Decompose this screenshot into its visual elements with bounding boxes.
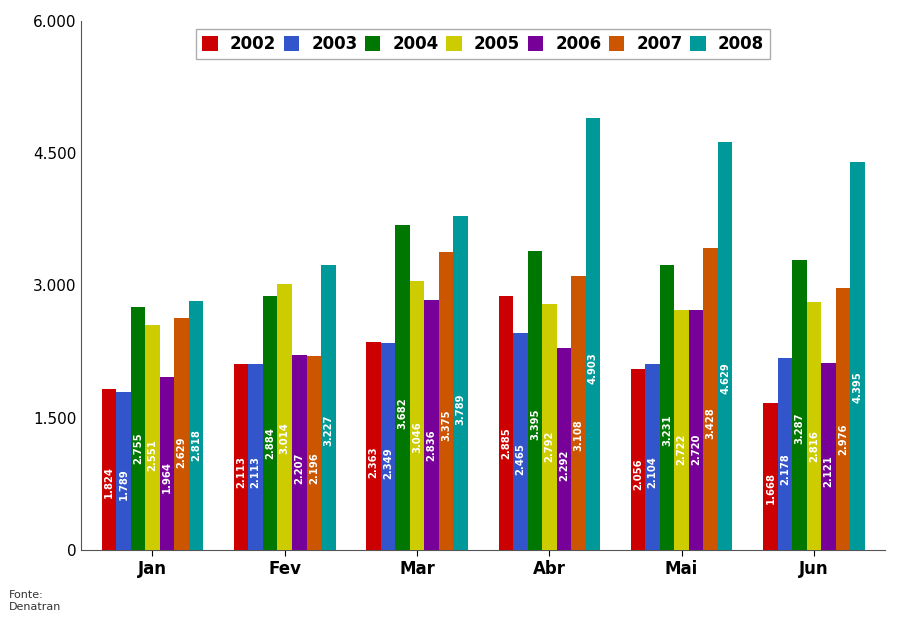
Bar xyxy=(292,355,307,550)
Bar xyxy=(130,307,145,550)
Bar xyxy=(704,248,718,550)
Text: 3.108: 3.108 xyxy=(573,419,583,451)
Bar xyxy=(277,284,292,550)
Bar xyxy=(792,260,806,550)
Text: 2.722: 2.722 xyxy=(677,433,687,465)
Bar xyxy=(366,342,381,550)
Text: 4.395: 4.395 xyxy=(852,371,862,403)
Bar xyxy=(454,216,468,550)
Bar xyxy=(806,302,821,550)
Text: 2.056: 2.056 xyxy=(633,458,643,489)
Text: 2.629: 2.629 xyxy=(176,437,186,468)
Text: 2.755: 2.755 xyxy=(133,432,143,464)
Text: 3.046: 3.046 xyxy=(412,421,422,453)
Bar xyxy=(381,343,395,550)
Bar xyxy=(499,295,513,550)
Bar xyxy=(631,369,645,550)
Text: 2.349: 2.349 xyxy=(383,447,393,479)
Bar xyxy=(645,365,660,550)
Text: 2.792: 2.792 xyxy=(544,431,554,462)
Bar xyxy=(159,377,175,550)
Bar xyxy=(763,403,778,550)
Bar xyxy=(439,252,454,550)
Text: 4.903: 4.903 xyxy=(588,352,598,384)
Text: 2.207: 2.207 xyxy=(294,452,304,484)
Text: 2.976: 2.976 xyxy=(838,424,848,455)
Text: 3.395: 3.395 xyxy=(530,408,540,440)
Bar xyxy=(850,163,865,550)
Bar xyxy=(836,287,850,550)
Text: 2.551: 2.551 xyxy=(148,439,157,472)
Bar xyxy=(145,325,159,550)
Bar xyxy=(410,281,424,550)
Text: 3.227: 3.227 xyxy=(323,415,333,446)
Bar xyxy=(660,265,674,550)
Bar xyxy=(248,363,263,550)
Text: 3.428: 3.428 xyxy=(706,407,716,439)
Bar xyxy=(586,117,600,550)
Bar xyxy=(556,348,572,550)
Text: 2.113: 2.113 xyxy=(251,455,261,488)
Text: 1.789: 1.789 xyxy=(119,468,129,499)
Text: 3.789: 3.789 xyxy=(455,394,465,425)
Text: 2.816: 2.816 xyxy=(809,430,819,462)
Text: 1.668: 1.668 xyxy=(765,472,776,504)
Bar xyxy=(718,142,733,550)
Bar xyxy=(572,276,586,550)
Text: 3.014: 3.014 xyxy=(280,422,290,454)
Text: 2.178: 2.178 xyxy=(780,454,790,485)
Bar xyxy=(307,357,321,550)
Bar xyxy=(321,265,336,550)
Text: 2.121: 2.121 xyxy=(824,455,833,487)
Text: 2.818: 2.818 xyxy=(191,430,201,462)
Bar xyxy=(234,363,248,550)
Bar xyxy=(527,251,542,550)
Text: 3.287: 3.287 xyxy=(795,412,805,444)
Text: 3.682: 3.682 xyxy=(398,398,408,430)
Bar xyxy=(116,392,130,550)
Text: 2.196: 2.196 xyxy=(309,453,319,485)
Legend: 2002, 2003, 2004, 2005, 2006, 2007, 2008: 2002, 2003, 2004, 2005, 2006, 2007, 2008 xyxy=(196,28,770,59)
Text: 4.629: 4.629 xyxy=(720,363,730,394)
Text: 2.720: 2.720 xyxy=(691,433,701,465)
Bar xyxy=(175,318,189,550)
Text: 2.836: 2.836 xyxy=(427,429,436,460)
Bar xyxy=(674,310,688,550)
Text: 1.964: 1.964 xyxy=(162,461,172,493)
Bar xyxy=(263,295,277,550)
Bar xyxy=(821,363,836,550)
Text: 2.885: 2.885 xyxy=(500,427,511,459)
Text: 2.465: 2.465 xyxy=(516,442,526,475)
Text: 3.375: 3.375 xyxy=(441,409,451,441)
Bar xyxy=(688,310,704,550)
Text: 2.884: 2.884 xyxy=(266,427,275,459)
Text: Fonte:
Denatran: Fonte: Denatran xyxy=(9,590,61,612)
Text: 2.104: 2.104 xyxy=(648,456,658,488)
Text: 2.292: 2.292 xyxy=(559,449,569,481)
Bar xyxy=(395,226,410,550)
Bar xyxy=(189,302,203,550)
Bar xyxy=(102,389,116,550)
Bar xyxy=(542,304,556,550)
Text: 1.824: 1.824 xyxy=(104,467,114,498)
Bar xyxy=(513,332,527,550)
Text: 2.363: 2.363 xyxy=(368,447,379,478)
Text: 2.113: 2.113 xyxy=(236,455,247,488)
Text: 3.231: 3.231 xyxy=(662,415,672,446)
Bar xyxy=(778,358,792,550)
Bar xyxy=(424,300,439,550)
